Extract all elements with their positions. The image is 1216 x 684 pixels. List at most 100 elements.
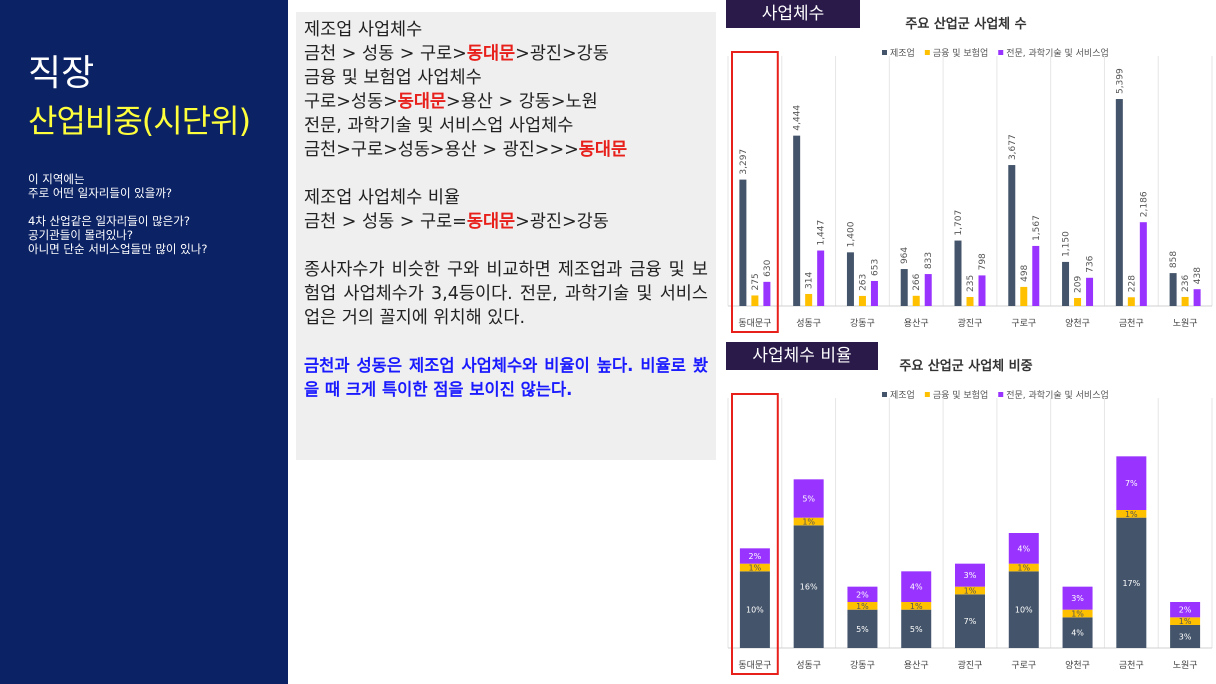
legend-swatch: [998, 50, 1004, 55]
data-label: 3%: [1071, 594, 1084, 603]
conclusion: 금천과 성동은 제조업 사업체수와 비율이 높다. 비율로 봤을 때 크게 특이…: [304, 356, 708, 399]
bar-segment: [1008, 563, 1039, 572]
bar: [954, 240, 962, 306]
data-label: 7%: [964, 617, 977, 626]
data-label: 275: [751, 273, 761, 290]
slide-title: 직장: [28, 53, 95, 94]
data-label: 209: [1074, 276, 1084, 293]
highlight-box: [731, 393, 779, 675]
x-tick-label: 양천구: [1065, 660, 1090, 671]
data-label: 798: [978, 253, 988, 270]
text-line: 제조업 사업체수: [304, 18, 708, 42]
data-label: 858: [1169, 251, 1179, 268]
bar: [763, 281, 771, 306]
text-line: 구로>성동>동대문>용산 > 강동>노원: [304, 90, 708, 114]
text-line: 제조업 사업체수 비율: [304, 186, 708, 210]
bar-segment: [793, 525, 824, 648]
note-line: 아니면 단순 서비스업들만 많이 있나?: [28, 242, 208, 256]
legend-label: 금융 및 보험업: [933, 389, 988, 401]
bar-segment: [955, 563, 985, 587]
notes: 이 지역에는 주로 어떤 일자리들이 있을까? 4차 산업같은 일자리들이 많은가?…: [28, 172, 207, 270]
data-label: 17%: [1122, 579, 1140, 588]
bar: [805, 293, 813, 306]
text-segment: 금융 및 보험업 사업체수: [304, 68, 482, 88]
data-label: 438: [1193, 267, 1203, 284]
data-label: 630: [763, 259, 773, 276]
text-segment: 제조업 사업체수: [304, 20, 423, 40]
bar-segment: [1008, 533, 1039, 564]
data-label: 4%: [1017, 544, 1030, 553]
bar: [1193, 289, 1201, 306]
bar: [900, 269, 908, 306]
bar-segment: [1062, 609, 1093, 618]
chart-title: 주요 산업군 사업체 비중: [899, 358, 1032, 374]
x-tick-label: 성동구: [796, 318, 821, 329]
x-tick-label: 금천구: [1119, 318, 1144, 329]
data-label: 1%: [1125, 510, 1138, 519]
bar: [817, 250, 825, 306]
bar-segment: [847, 602, 878, 610]
data-label: 7%: [1125, 479, 1138, 488]
bar-segment: [1116, 456, 1147, 510]
data-label: 1,567: [1032, 215, 1042, 241]
note-group: 4차 산업같은 일자리들이 많은가? 공기관들이 몰려있나? 아니면 단순 서비스업…: [28, 214, 207, 256]
note-line: 4차 산업같은 일자리들이 많은가?: [28, 214, 190, 228]
bar: [1074, 297, 1082, 306]
x-tick-label: 용산구: [904, 318, 929, 329]
data-label: 5%: [856, 625, 869, 634]
data-label: 1,447: [817, 220, 827, 246]
x-tick-label: 성동구: [796, 660, 821, 671]
highlight: 동대문: [397, 92, 447, 112]
data-label: 2,186: [1139, 191, 1149, 217]
bar: [978, 275, 986, 306]
legend-swatch: [882, 50, 887, 55]
bar: [966, 296, 974, 306]
bar-segment: [847, 609, 878, 648]
bar: [1032, 245, 1040, 306]
data-label: 1%: [964, 587, 977, 596]
text-segment: 구로>성동>: [304, 92, 398, 112]
paragraph: 종사자수가 비슷한 구와 비교하면 제조업과 금융 및 보험업 사업체수가 3,…: [304, 260, 708, 328]
bar-segment: [847, 586, 878, 602]
bar-segment: [901, 571, 932, 602]
bar: [1127, 297, 1135, 306]
data-label: 4%: [910, 583, 923, 592]
tab-label: 사업체수 비율: [752, 346, 851, 366]
bar: [739, 179, 747, 306]
bar-segment: [1062, 586, 1093, 610]
bar-segment: [1170, 617, 1201, 625]
bar: [924, 274, 932, 306]
text-segment: 전문, 과학기술 및 서비스업 사업체수: [304, 116, 574, 136]
x-tick-label: 노원구: [1173, 660, 1198, 671]
bar-segment: [793, 517, 824, 526]
x-tick-label: 동대문구: [738, 318, 771, 329]
data-label: 1%: [910, 602, 923, 611]
bar: [858, 295, 866, 306]
data-label: 2%: [749, 552, 762, 561]
data-label: 653: [870, 259, 880, 276]
bar: [870, 280, 878, 306]
data-label: 1%: [856, 602, 869, 611]
text-panel: 제조업 사업체수 금천 > 성동 > 구로>동대문>광진>강동 금융 및 보험업 사…: [296, 12, 716, 460]
tab: [726, 342, 878, 370]
data-label: 228: [1127, 275, 1137, 292]
text-segment: 금천 > 성동 > 구로>: [304, 44, 467, 64]
data-label: 266: [912, 273, 922, 290]
text-line: 금천 > 성동 > 구로=동대문>광진>강동: [304, 210, 708, 234]
text-segment: 금천>구로>성동>용산 > 광진>>>: [304, 140, 579, 160]
highlight: 동대문: [466, 212, 516, 232]
bar: [912, 295, 920, 306]
data-label: 235: [966, 275, 976, 292]
sidebar: 직장 산업비중(시단위) 이 지역에는 주로 어떤 일자리들이 있을까? 4차 산업…: [0, 0, 288, 684]
text-segment: 제조업 사업체수 비율: [304, 188, 461, 208]
note-line: 주로 어떤 일자리들이 있을까?: [28, 186, 173, 200]
legend-swatch: [882, 392, 887, 397]
text-line: 금천 > 성동 > 구로>동대문>광진>강동: [304, 42, 708, 66]
bar-segment: [955, 586, 985, 595]
bar: [751, 295, 759, 306]
data-label: 1,400: [846, 221, 856, 247]
data-label: 3%: [1179, 633, 1192, 642]
data-label: 3%: [964, 571, 977, 580]
x-tick-label: 양천구: [1065, 318, 1090, 329]
